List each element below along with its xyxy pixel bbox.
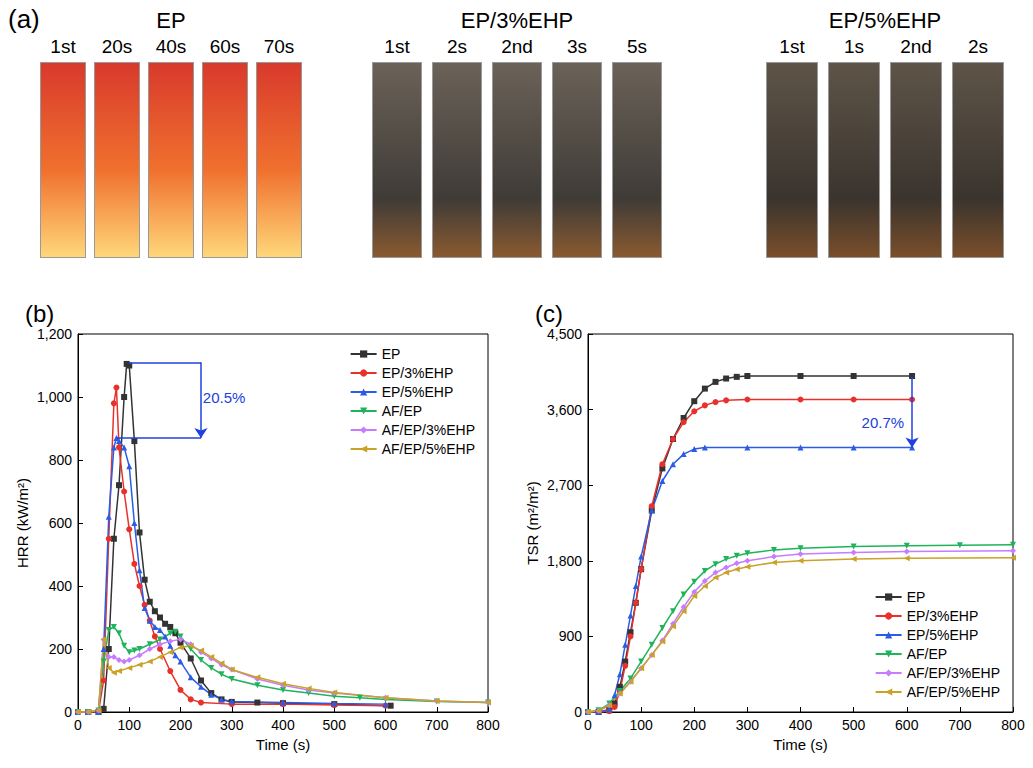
svg-text:200: 200 <box>169 717 193 733</box>
svg-text:Time (s): Time (s) <box>773 736 827 753</box>
svg-text:800: 800 <box>1001 717 1025 733</box>
html-text:EP/5%EHP: EP/5%EHP <box>828 8 942 33</box>
html-text:1st: 1st <box>50 36 76 57</box>
html-text:2nd: 2nd <box>900 36 932 57</box>
svg-text:600: 600 <box>895 717 919 733</box>
svg-text:3,600: 3,600 <box>547 402 582 418</box>
html-text:60s: 60s <box>209 36 241 57</box>
svg-text:300: 300 <box>736 717 760 733</box>
svg-text:500: 500 <box>323 717 347 733</box>
svg-text:200: 200 <box>683 717 707 733</box>
svg-text:1,800: 1,800 <box>547 553 582 569</box>
svg-text:0: 0 <box>64 704 72 720</box>
svg-text:20.5%: 20.5% <box>203 389 246 406</box>
svg-text:EP/3%EHP: EP/3%EHP <box>907 608 979 624</box>
html-text:2s: 2s <box>968 36 988 57</box>
svg-text:Time (s): Time (s) <box>256 736 310 753</box>
svg-text:20.7%: 20.7% <box>862 414 905 431</box>
svg-text:600: 600 <box>49 515 73 531</box>
svg-text:EP/3%EHP: EP/3%EHP <box>382 365 454 381</box>
svg-text:800: 800 <box>49 452 73 468</box>
svg-text:400: 400 <box>789 717 813 733</box>
svg-text:(b): (b) <box>25 300 54 327</box>
svg-text:100: 100 <box>118 717 142 733</box>
svg-text:900: 900 <box>559 628 583 644</box>
html-text:1st: 1st <box>384 36 410 57</box>
svg-text:EP: EP <box>382 346 401 362</box>
svg-text:(c): (c) <box>535 300 563 327</box>
svg-text:AF/EP: AF/EP <box>382 403 422 419</box>
svg-text:4,500: 4,500 <box>547 326 582 342</box>
svg-text:100: 100 <box>629 717 653 733</box>
svg-text:300: 300 <box>220 717 244 733</box>
html-text:EP/3%EHP: EP/3%EHP <box>460 8 574 33</box>
html-text:70s: 70s <box>263 36 295 57</box>
svg-text:EP/5%EHP: EP/5%EHP <box>382 384 454 400</box>
svg-text:800: 800 <box>476 717 500 733</box>
svg-text:EP: EP <box>907 589 926 605</box>
html-text:2s: 2s <box>447 36 467 57</box>
html-text:EP: EP <box>156 8 186 33</box>
svg-text:2,700: 2,700 <box>547 477 582 493</box>
svg-text:400: 400 <box>271 717 295 733</box>
svg-text:TSR (m²/m²): TSR (m²/m²) <box>524 481 541 564</box>
svg-text:0: 0 <box>74 717 82 733</box>
html-text:5s: 5s <box>627 36 647 57</box>
html-text:1s: 1s <box>844 36 864 57</box>
svg-text:1,000: 1,000 <box>37 389 72 405</box>
svg-text:HRR (kW/m²): HRR (kW/m²) <box>14 478 31 568</box>
html-text:3s: 3s <box>567 36 587 57</box>
svg-text:0: 0 <box>574 704 582 720</box>
svg-text:200: 200 <box>49 641 73 657</box>
html-text:(a): (a) <box>8 4 40 34</box>
svg-text:1,200: 1,200 <box>37 326 72 342</box>
svg-text:0: 0 <box>584 717 592 733</box>
svg-text:500: 500 <box>842 717 866 733</box>
svg-text:EP/5%EHP: EP/5%EHP <box>907 627 979 643</box>
html-text:2nd: 2nd <box>501 36 533 57</box>
html-text:1st: 1st <box>779 36 805 57</box>
html-text:40s: 40s <box>155 36 187 57</box>
svg-text:700: 700 <box>425 717 449 733</box>
svg-text:AF/EP/3%EHP: AF/EP/3%EHP <box>382 422 475 438</box>
svg-text:AF/EP/3%EHP: AF/EP/3%EHP <box>907 665 1000 681</box>
svg-text:AF/EP: AF/EP <box>907 646 947 662</box>
svg-text:600: 600 <box>374 717 398 733</box>
svg-text:400: 400 <box>49 578 73 594</box>
html-text:20s: 20s <box>101 36 133 57</box>
svg-text:AF/EP/5%EHP: AF/EP/5%EHP <box>907 684 1000 700</box>
svg-text:700: 700 <box>948 717 972 733</box>
svg-text:AF/EP/5%EHP: AF/EP/5%EHP <box>382 441 475 457</box>
